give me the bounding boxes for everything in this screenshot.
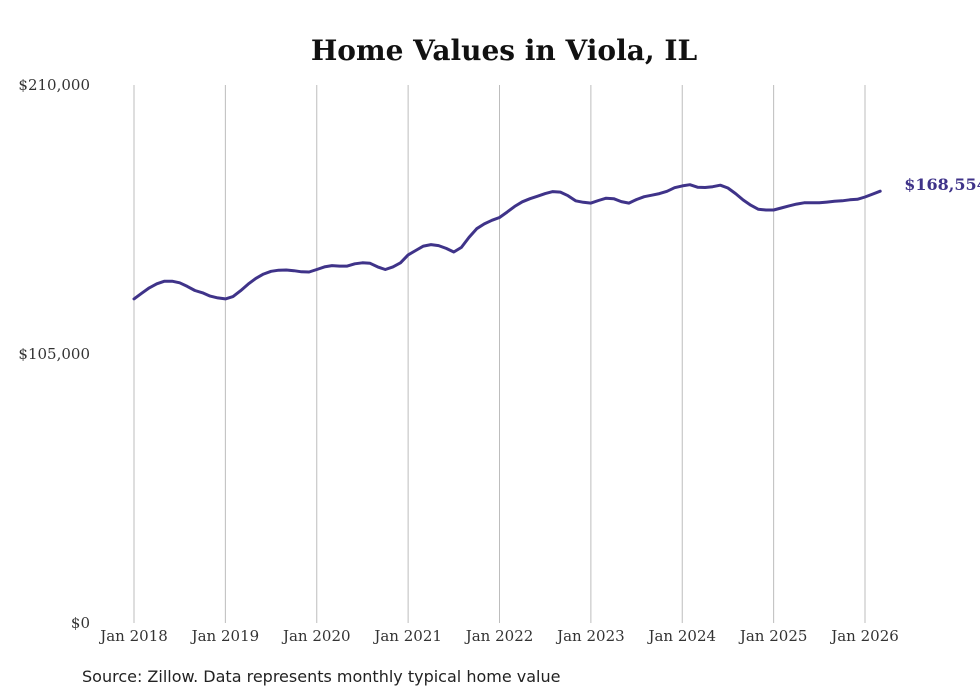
x-tick-label: Jan 2018	[98, 627, 168, 645]
x-tick-label: Jan 2025	[738, 627, 808, 645]
x-axis: Jan 2018 Jan 2019 Jan 2020 Jan 2021 Jan 2022…	[98, 627, 899, 645]
x-tick-label: Jan 2022	[464, 627, 534, 645]
x-tick-label: Jan 2026	[829, 627, 899, 645]
source-note: Source: Zillow. Data represents monthly …	[82, 667, 561, 686]
y-axis: $0 $105,000 $210,000	[18, 76, 90, 632]
x-tick-label: Jan 2020	[281, 627, 351, 645]
y-tick-label: $210,000	[18, 76, 90, 94]
end-value-label: $168,554	[904, 175, 980, 194]
chart-title: Home Values in Viola, IL	[311, 34, 698, 67]
grid-layer	[133, 85, 866, 623]
x-tick-label: Jan 2021	[372, 627, 442, 645]
x-tick-label: Jan 2023	[555, 627, 625, 645]
y-tick-label: $0	[71, 614, 90, 632]
x-tick-label: Jan 2019	[190, 627, 260, 645]
x-tick-label: Jan 2024	[646, 627, 716, 645]
y-tick-label: $105,000	[18, 345, 90, 363]
series-line	[132, 183, 882, 301]
series-layer: $168,554	[132, 175, 980, 301]
